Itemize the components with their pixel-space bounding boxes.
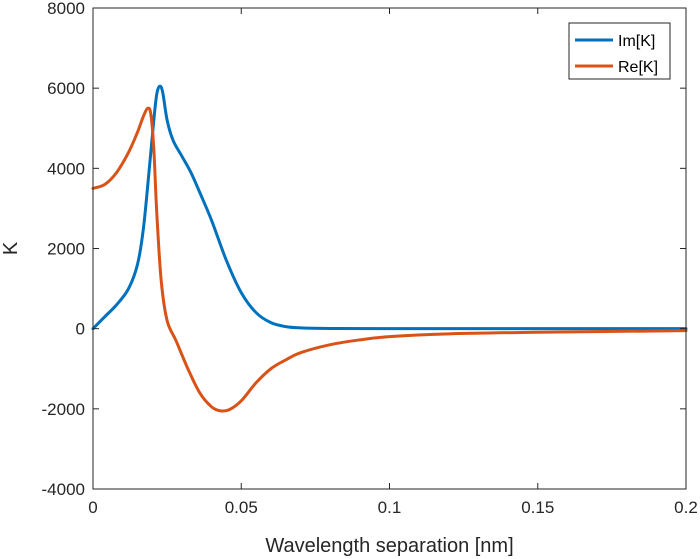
plot-area [93, 8, 686, 489]
series-layer [91, 84, 688, 413]
y-tick-label: 0 [76, 320, 85, 339]
x-tick-label: 0.05 [225, 498, 258, 517]
legend: Im[K] Re[K] [568, 22, 671, 80]
legend-label-re: Re[K] [618, 59, 658, 76]
y-tick-label: -4000 [42, 480, 85, 499]
legend-label-im: Im[K] [618, 33, 655, 50]
x-axis-title: Wavelength separation [nm] [265, 535, 513, 557]
tick-labels-layer: 0 0.05 0.1 0.15 0.2 -4000 -2000 0 2000 4000 6000 80… [42, 0, 698, 517]
series-line-re [91, 106, 688, 413]
y-tick-label: 8000 [47, 0, 85, 18]
x-tick-label: 0 [88, 498, 97, 517]
y-tick-label: 6000 [47, 79, 85, 98]
legend-box [568, 22, 671, 80]
ticks-layer [92, 7, 687, 490]
x-tick-label: 0.2 [674, 498, 698, 517]
x-tick-label: 0.15 [521, 498, 554, 517]
y-tick-label: 4000 [47, 159, 85, 178]
y-tick-label: 2000 [47, 240, 85, 259]
y-tick-label: -2000 [42, 400, 85, 419]
series-line-im [91, 84, 688, 331]
y-axis-title: K [0, 241, 22, 255]
x-tick-label: 0.1 [378, 498, 402, 517]
